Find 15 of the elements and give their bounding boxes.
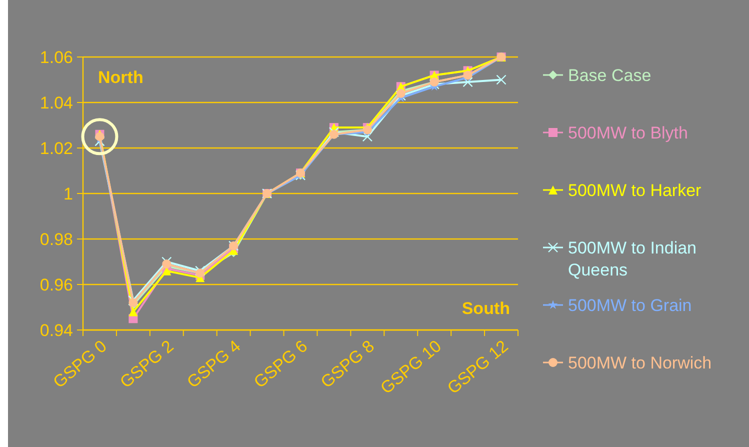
y-tick-label: 1.04 xyxy=(40,93,73,112)
legend-label: 500MW to Indian Queens xyxy=(568,238,697,280)
legend-label: 500MW to Harker xyxy=(568,180,702,200)
annotation: North xyxy=(98,68,144,87)
y-tick-label: 0.96 xyxy=(40,275,73,294)
y-tick-label: 1.06 xyxy=(40,48,73,67)
legend-label: 500MW to Grain xyxy=(568,296,692,315)
y-tick-label: 1 xyxy=(64,184,73,204)
legend-label: 500MW to Blyth xyxy=(568,123,688,142)
y-tick-label: 0.98 xyxy=(40,230,73,249)
y-tick-label: 1.02 xyxy=(40,138,73,158)
legend-label: Base Case xyxy=(568,66,652,85)
legend-label: 500MW to Norwich xyxy=(568,353,712,372)
annotation: South xyxy=(462,299,510,318)
y-tick-label: 0.94 xyxy=(40,320,73,340)
